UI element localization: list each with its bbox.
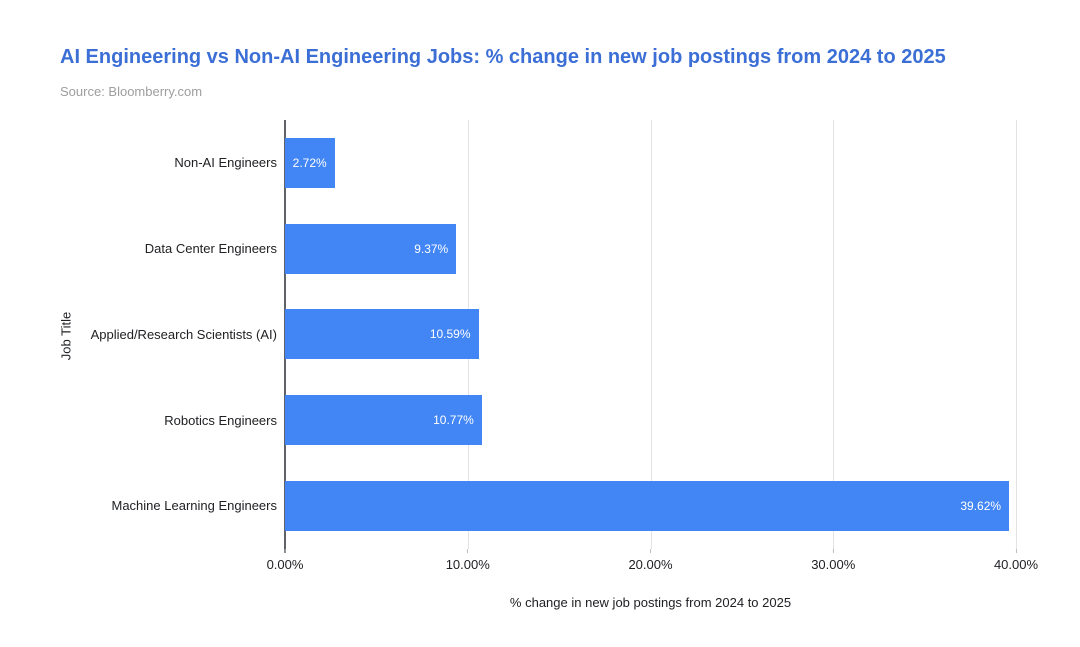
x-tick-mark (467, 549, 469, 553)
chart-source: Source: Bloomberry.com (60, 84, 203, 99)
bar: 9.37% (285, 223, 457, 274)
category-label: Applied/Research Scientists (AI) (90, 326, 277, 342)
category-label: Robotics Engineers (164, 412, 277, 428)
x-tick-label: 40.00% (993, 557, 1039, 572)
gridline (650, 120, 652, 549)
x-tick: 0.00% (266, 549, 304, 572)
x-tick-label: 10.00% (445, 557, 490, 572)
bar-row: Data Center Engineers 9.37% (145, 206, 1016, 292)
bar-value-label: 2.72% (292, 155, 327, 170)
gridline (1016, 120, 1017, 549)
bar-row: Machine Learning Engineers 39.62% (112, 463, 1016, 549)
plot-area: Non-AI Engineers 2.72% Data Center Engin… (91, 120, 1038, 610)
bar-value-label: 10.77% (433, 413, 474, 428)
bar-row: Robotics Engineers 10.77% (164, 377, 1016, 463)
bar: 10.77% (285, 395, 482, 446)
x-axis-title: % change in new job postings from 2024 t… (509, 595, 792, 610)
x-tick-label: 30.00% (811, 557, 856, 572)
x-tick-label: 20.00% (628, 557, 673, 572)
category-label: Machine Learning Engineers (111, 498, 278, 514)
x-tick-mark (832, 549, 834, 553)
x-tick-label: 0.00% (266, 557, 304, 572)
bar-value-label: 39.62% (960, 499, 1002, 514)
x-tick: 30.00% (811, 549, 855, 572)
x-tick: 20.00% (628, 549, 673, 572)
bar-row: Applied/Research Scientists (AI) 10.59% (91, 292, 1016, 378)
y-axis-title: Job Title (58, 311, 74, 361)
bar: 39.62% (285, 481, 1010, 532)
category-label: Data Center Engineers (144, 240, 277, 256)
x-tick-mark (284, 549, 286, 553)
x-tick-mark (1015, 549, 1017, 553)
bar-value-label: 9.37% (414, 241, 449, 256)
bar-rows: Non-AI Engineers 2.72% Data Center Engin… (91, 120, 1016, 549)
chart-title: AI Engineering vs Non-AI Engineering Job… (60, 46, 946, 68)
bar-value-label: 10.59% (429, 327, 471, 342)
x-tick: 10.00% (446, 549, 490, 572)
bar: 2.72% (285, 137, 335, 188)
x-tick: 40.00% (994, 549, 1038, 572)
gridline (833, 120, 835, 549)
category-label: Non-AI Engineers (174, 155, 277, 171)
x-tick-mark (650, 549, 651, 553)
bar: 10.59% (285, 309, 479, 360)
bar-row: Non-AI Engineers 2.72% (174, 120, 1016, 206)
